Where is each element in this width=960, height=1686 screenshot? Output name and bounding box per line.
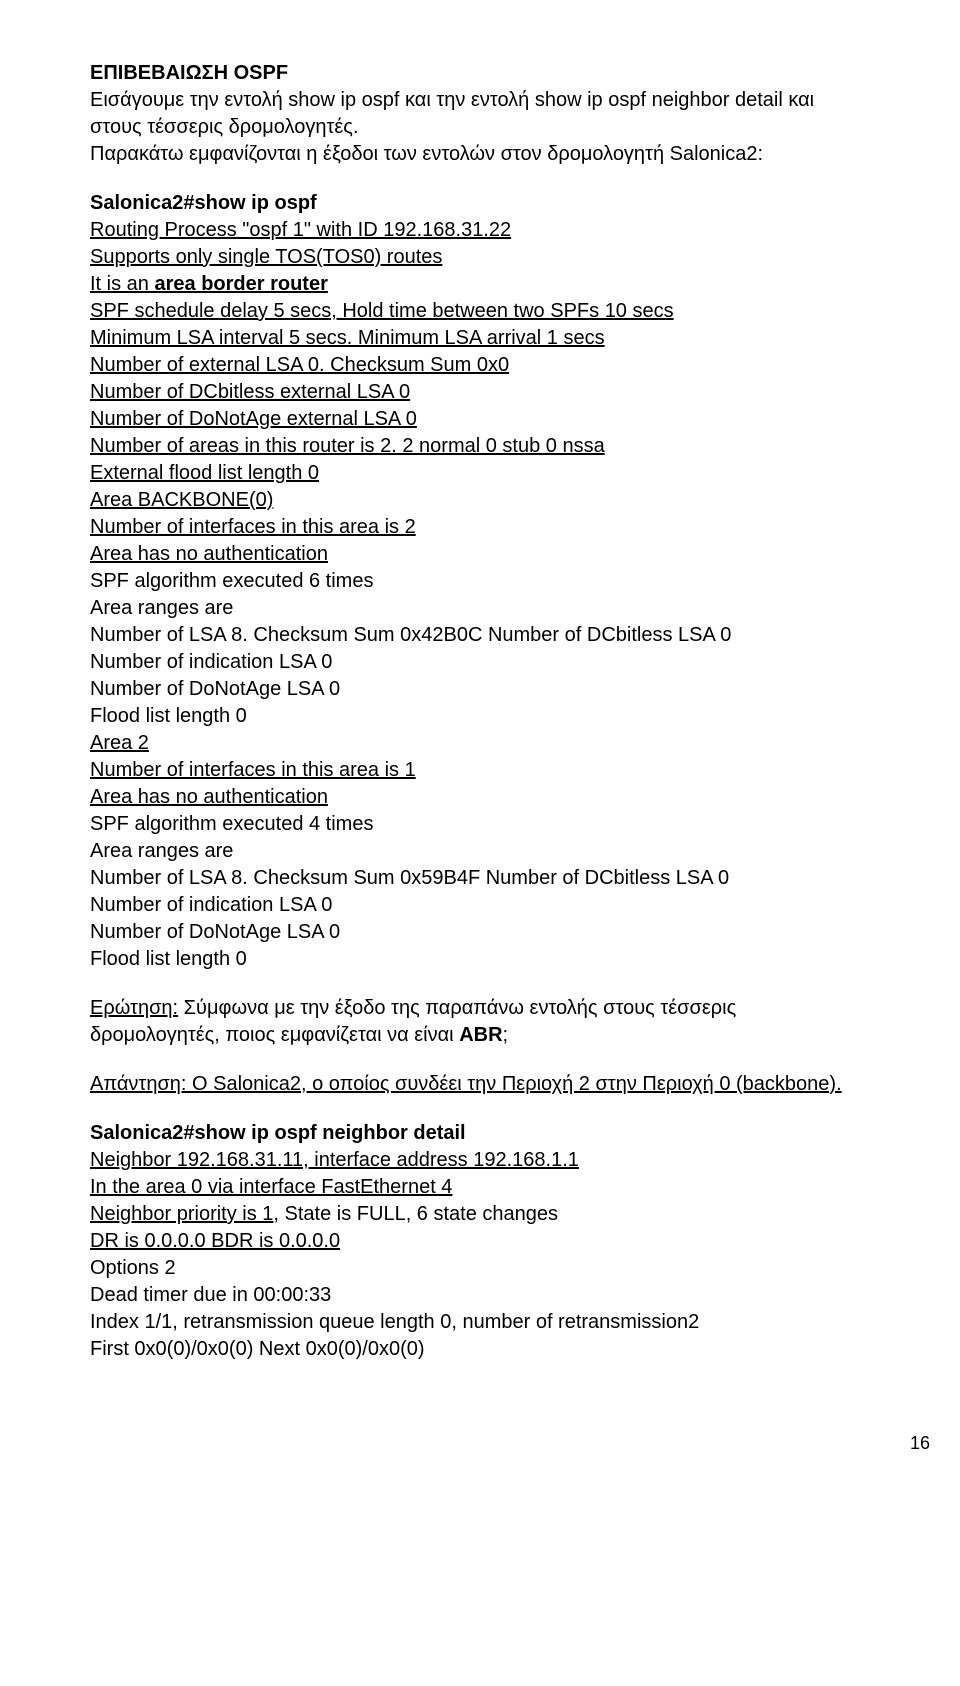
cli-output-line: Number of DCbitless external LSA 0 (90, 379, 870, 406)
cli-output-line: Number of LSA 8. Checksum Sum 0x59B4F Nu… (90, 865, 870, 892)
question-label: Ερώτηση: (90, 997, 178, 1019)
cli-output-line: It is an area border router (90, 271, 870, 298)
cli-output-line: Flood list length 0 (90, 703, 870, 730)
cli-output-line: Neighbor 192.168.31.11, interface addres… (90, 1147, 870, 1174)
cli-output-line: Supports only single TOS(TOS0) routes (90, 244, 870, 271)
cli-output-line: Dead timer due in 00:00:33 (90, 1282, 870, 1309)
cli-output-span: Neighbor priority is 1 (90, 1203, 273, 1225)
cli-output-line: Number of external LSA 0. Checksum Sum 0… (90, 352, 870, 379)
question-line: Ερώτηση: Σύμφωνα με την έξοδο της παραπά… (90, 995, 870, 1049)
question-text: Σύμφωνα με την έξοδο της παραπάνω εντολή… (90, 997, 736, 1046)
document-page: ΕΠΙΒΕΒΑΙΩΣΗ OSPF Εισάγουμε την εντολή sh… (0, 0, 960, 1403)
cli-output-line: Area ranges are (90, 595, 870, 622)
cli-output-line: Options 2 (90, 1255, 870, 1282)
page-number: 16 (0, 1403, 960, 1454)
cli-output-line: In the area 0 via interface FastEthernet… (90, 1174, 870, 1201)
cli-output-line: Number of areas in this router is 2. 2 n… (90, 433, 870, 460)
cli-output-line: SPF schedule delay 5 secs, Hold time bet… (90, 298, 870, 325)
cli-output-line: Routing Process "ospf 1" with ID 192.168… (90, 217, 870, 244)
cli-output-line: Number of DoNotAge external LSA 0 (90, 406, 870, 433)
cli-output-span-bold: area border router (154, 273, 327, 295)
intro-text-1: Εισάγουμε την εντολή show ip ospf και τη… (90, 87, 870, 141)
cli-output-line: Area ranges are (90, 838, 870, 865)
cli-output-line: External flood list length 0 (90, 460, 870, 487)
question-end: ; (503, 1024, 509, 1046)
cli-output-line: First 0x0(0)/0x0(0) Next 0x0(0)/0x0(0) (90, 1336, 870, 1363)
cli-output-line: DR is 0.0.0.0 BDR is 0.0.0.0 (90, 1228, 870, 1255)
cli-output-line: Neighbor priority is 1, State is FULL, 6… (90, 1201, 870, 1228)
question-bold: ABR (459, 1024, 502, 1046)
cli-output-line: Area BACKBONE(0) (90, 487, 870, 514)
cli-output-span: , State is FULL, 6 state changes (273, 1203, 558, 1225)
section-title: ΕΠΙΒΕΒΑΙΩΣΗ OSPF (90, 60, 870, 87)
cli-output-span: It is an (90, 273, 154, 295)
cli-output-line: Index 1/1, retransmission queue length 0… (90, 1309, 870, 1336)
cli-output-line: Number of indication LSA 0 (90, 649, 870, 676)
cli-output-line: Number of DoNotAge LSA 0 (90, 676, 870, 703)
answer-text: Ο Salonica2, ο οποίος συνδέει την Περιοχ… (186, 1073, 841, 1095)
cli-output-line: Number of DoNotAge LSA 0 (90, 919, 870, 946)
cli-output-line: Minimum LSA interval 5 secs. Minimum LSA… (90, 325, 870, 352)
cli-output-line: SPF algorithm executed 4 times (90, 811, 870, 838)
cli-output-line: Number of interfaces in this area is 1 (90, 757, 870, 784)
cli-output-line: Flood list length 0 (90, 946, 870, 973)
cli-output-line: Number of indication LSA 0 (90, 892, 870, 919)
cli-output-line: Number of LSA 8. Checksum Sum 0x42B0C Nu… (90, 622, 870, 649)
cli-output-line: Area has no authentication (90, 784, 870, 811)
cli-output-line: Area 2 (90, 730, 870, 757)
cli-command-1: Salonica2#show ip ospf (90, 190, 870, 217)
answer-label: Απάντηση: (90, 1073, 186, 1095)
cli-output-line: SPF algorithm executed 6 times (90, 568, 870, 595)
cli-command-2: Salonica2#show ip ospf neighbor detail (90, 1120, 870, 1147)
intro-text-2: Παρακάτω εμφανίζονται η έξοδοι των εντολ… (90, 141, 870, 168)
cli-output-line: Number of interfaces in this area is 2 (90, 514, 870, 541)
answer-line: Απάντηση: Ο Salonica2, ο οποίος συνδέει … (90, 1071, 870, 1098)
cli-output-line: Area has no authentication (90, 541, 870, 568)
